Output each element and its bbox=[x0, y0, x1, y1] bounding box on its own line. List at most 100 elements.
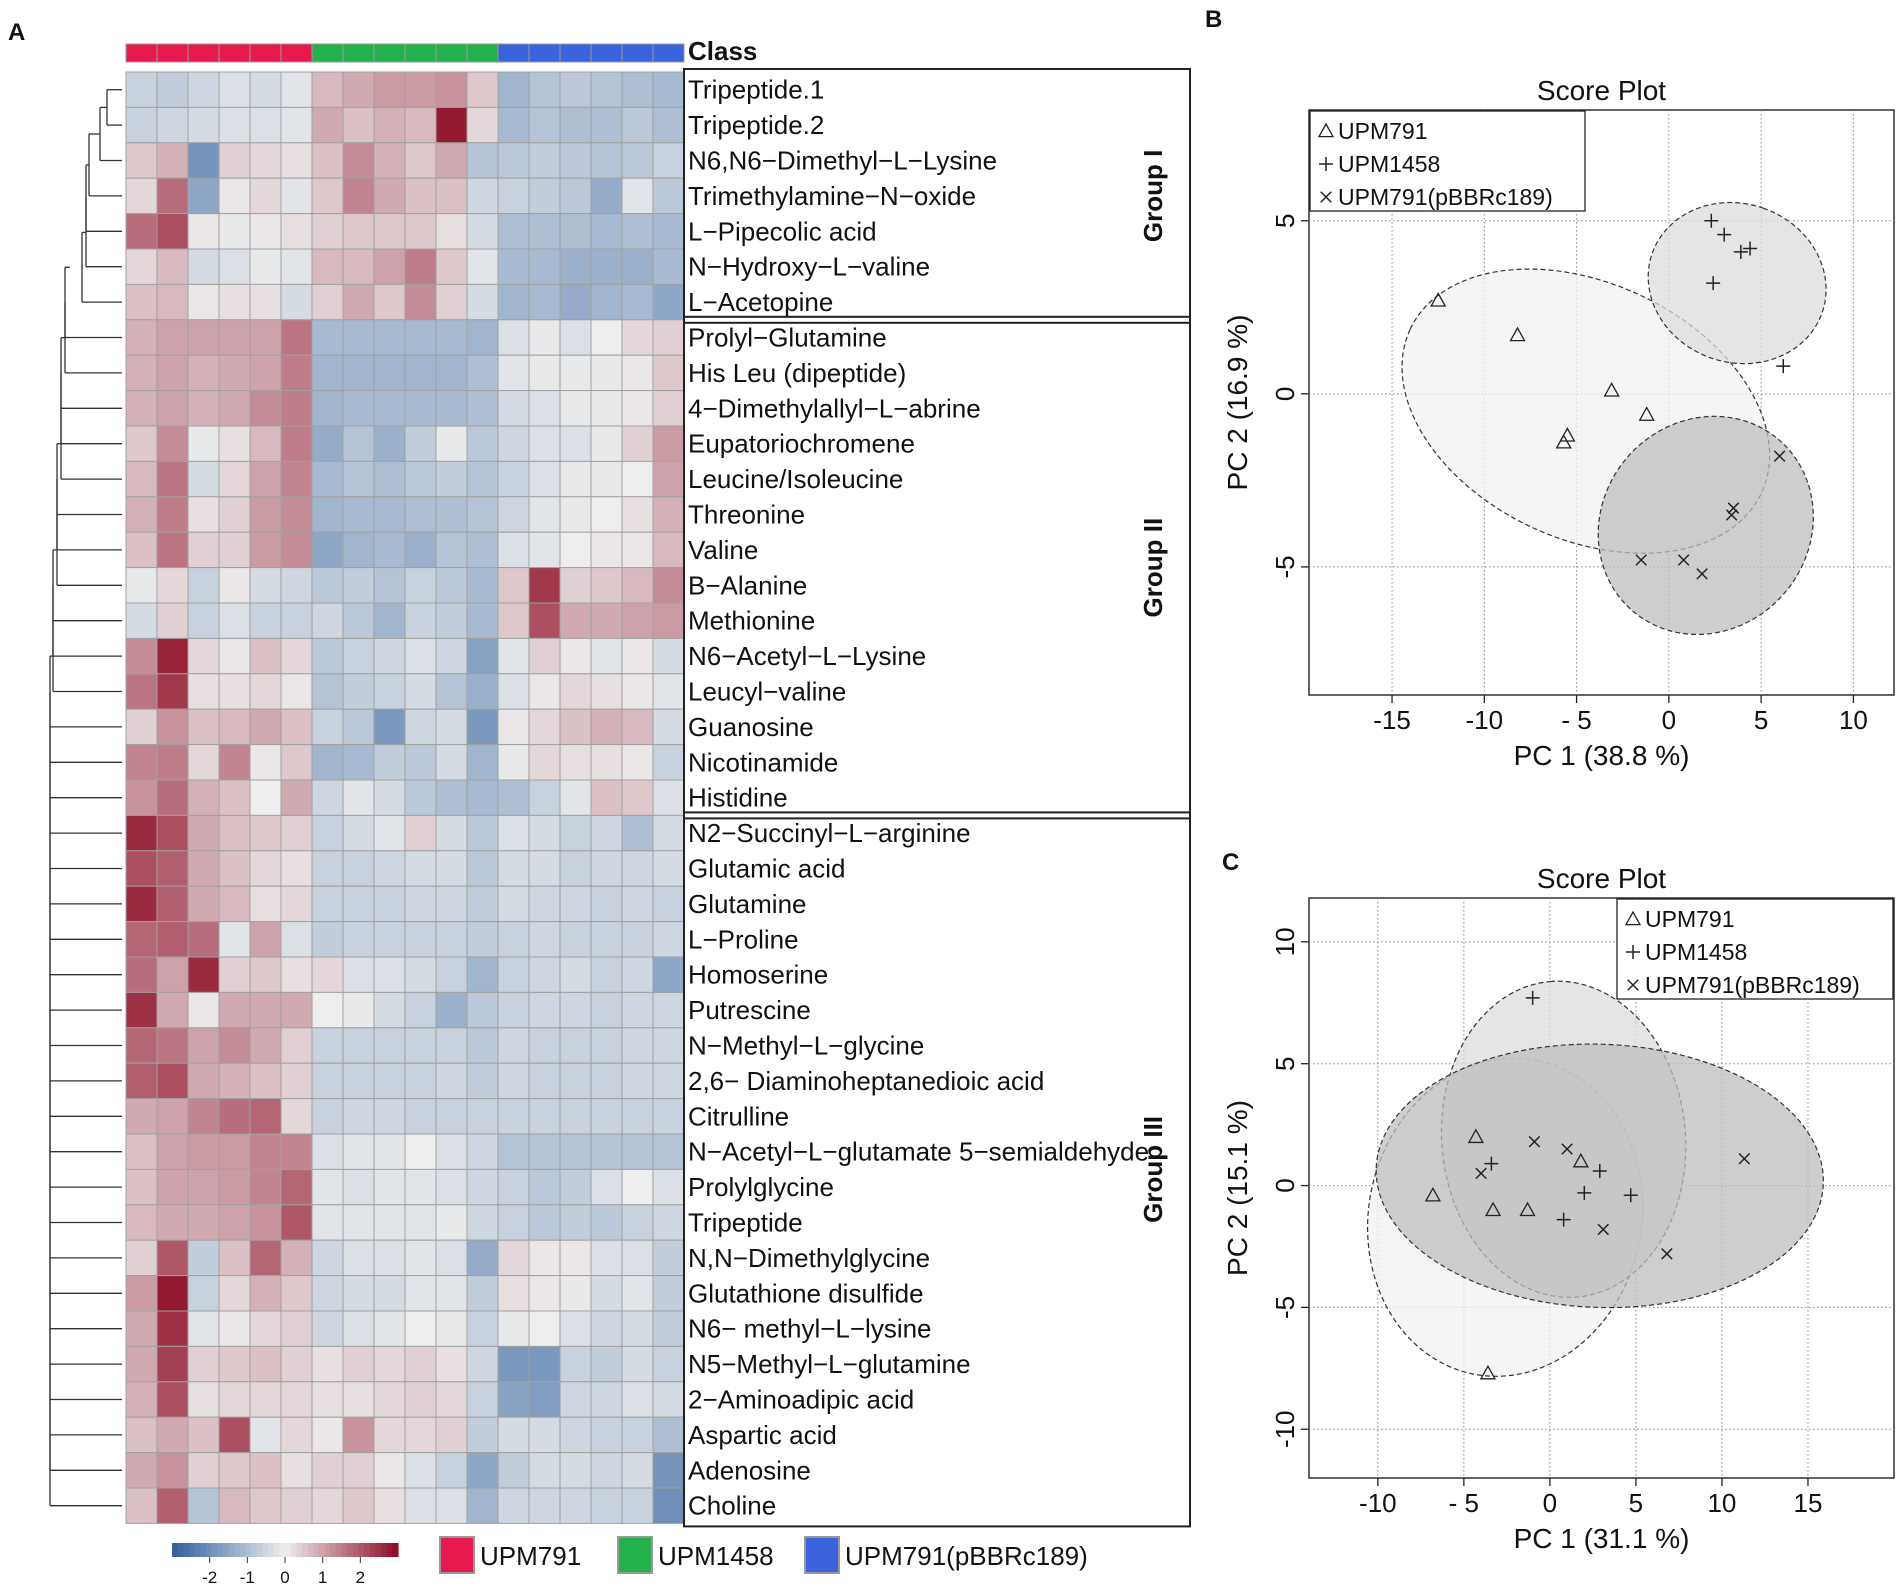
heatmap-cell bbox=[373, 956, 406, 993]
color-scale-step bbox=[222, 1543, 230, 1557]
heatmap-cell bbox=[590, 1133, 623, 1170]
heatmap-cell bbox=[466, 248, 499, 285]
heatmap-cell bbox=[342, 1133, 375, 1170]
heatmap-cell bbox=[497, 71, 530, 108]
heatmap-cell bbox=[559, 708, 592, 746]
heatmap-cell bbox=[156, 425, 189, 462]
heatmap-cell bbox=[187, 319, 220, 356]
heatmap-cell bbox=[404, 1133, 437, 1170]
group-box bbox=[683, 315, 1191, 820]
heatmap-cell bbox=[156, 71, 189, 108]
heatmap-cell bbox=[311, 177, 344, 215]
triangle-marker bbox=[1317, 122, 1335, 138]
heatmap-cell bbox=[218, 991, 251, 1029]
heatmap-cell bbox=[187, 602, 220, 639]
heatmap-cell bbox=[466, 1381, 499, 1418]
heatmap-cell bbox=[466, 496, 499, 533]
heatmap-cell bbox=[187, 1133, 220, 1170]
heatmap-cell bbox=[590, 567, 623, 604]
row-label: N−Hydroxy−L−valine bbox=[688, 252, 930, 282]
cross-marker bbox=[1597, 1223, 1610, 1236]
heatmap-cell bbox=[528, 1452, 561, 1489]
heatmap-cell bbox=[590, 1098, 623, 1135]
heatmap-cell bbox=[311, 460, 344, 498]
heatmap-cell bbox=[218, 1452, 251, 1489]
heatmap-cell bbox=[125, 673, 158, 710]
heatmap-cell bbox=[342, 637, 375, 675]
heatmap-cell bbox=[435, 283, 468, 321]
heatmap-cell bbox=[466, 1168, 499, 1206]
heatmap-cell bbox=[373, 531, 406, 569]
heatmap-cell bbox=[404, 106, 437, 144]
heatmap-cell bbox=[559, 1275, 592, 1312]
heatmap-cell bbox=[280, 567, 313, 604]
row-label: Tripeptide bbox=[688, 1208, 803, 1238]
heatmap-cell bbox=[652, 814, 685, 852]
heatmap-cell bbox=[559, 460, 592, 498]
heatmap-cell bbox=[187, 1345, 220, 1383]
heatmap-cell bbox=[280, 1381, 313, 1418]
heatmap-cell bbox=[373, 1381, 406, 1418]
heatmap-cell bbox=[559, 71, 592, 108]
heatmap-cell bbox=[435, 531, 468, 569]
heatmap-cell bbox=[156, 460, 189, 498]
score-plot-c: -10 - 5 0 5 10 15 -10 -5 0 5 10 Score Plot PC 1 (31.… bbox=[1222, 863, 1895, 1554]
heatmap-cell bbox=[466, 850, 499, 887]
heatmap-cell bbox=[280, 283, 313, 321]
heatmap-cell bbox=[373, 1416, 406, 1454]
class-legend-swatch bbox=[439, 1536, 475, 1574]
x-axis-label: PC 1 (38.8 %) bbox=[1514, 740, 1690, 771]
heatmap-cell bbox=[404, 319, 437, 356]
heatmap-cell bbox=[280, 921, 313, 958]
heatmap-cell bbox=[125, 425, 158, 462]
heatmap-cell bbox=[156, 1275, 189, 1312]
triangle-marker bbox=[1484, 1201, 1502, 1217]
legend-label: UPM791 bbox=[1338, 118, 1427, 144]
x-axis-label: PC 1 (31.1 %) bbox=[1514, 1523, 1690, 1554]
heatmap-cell bbox=[559, 1027, 592, 1064]
heatmap-cell bbox=[249, 708, 282, 746]
heatmap-cell bbox=[528, 567, 561, 604]
heatmap-cell bbox=[373, 637, 406, 675]
heatmap-cell bbox=[528, 708, 561, 746]
heatmap-cell bbox=[373, 1310, 406, 1347]
heatmap-cell bbox=[466, 1239, 499, 1277]
heatmap-cell bbox=[156, 1062, 189, 1100]
heatmap-cell bbox=[528, 1275, 561, 1312]
heatmap-cell bbox=[311, 673, 344, 710]
heatmap-cell bbox=[528, 744, 561, 781]
heatmap-cell bbox=[156, 531, 189, 569]
heatmap-cell bbox=[404, 708, 437, 746]
heatmap-cell bbox=[435, 885, 468, 923]
heatmap-cell bbox=[218, 1345, 251, 1383]
heatmap-cell bbox=[249, 1204, 282, 1241]
heatmap-cell bbox=[435, 991, 468, 1029]
heatmap-cell bbox=[497, 1204, 530, 1241]
heatmap-cell bbox=[280, 1168, 313, 1206]
heatmap-cell bbox=[621, 142, 654, 179]
heatmap-cell bbox=[311, 390, 344, 427]
cross-marker bbox=[1320, 191, 1332, 203]
heatmap-cell bbox=[156, 496, 189, 533]
heatmap-cell bbox=[404, 1416, 437, 1454]
heatmap-cell bbox=[435, 142, 468, 179]
heatmap-cell bbox=[249, 425, 282, 462]
heatmap-cell bbox=[435, 850, 468, 887]
heatmap-cell bbox=[435, 1133, 468, 1170]
heatmap-cell bbox=[404, 71, 437, 108]
heatmap-cell bbox=[435, 177, 468, 215]
heatmap-cell bbox=[373, 1345, 406, 1383]
heatmap-cell bbox=[311, 1027, 344, 1064]
x-tick-label: - 5 bbox=[1561, 705, 1591, 735]
heatmap-cell bbox=[156, 1239, 189, 1277]
heatmap-cell bbox=[435, 1381, 468, 1418]
heatmap-cell bbox=[218, 1487, 251, 1524]
color-scale-step bbox=[279, 1543, 286, 1557]
heatmap-cell bbox=[187, 991, 220, 1029]
heatmap-cell bbox=[652, 779, 685, 816]
heatmap-cell bbox=[590, 921, 623, 958]
heatmap-cell bbox=[652, 425, 685, 462]
color-scale-step bbox=[256, 1543, 263, 1557]
heatmap-cell bbox=[373, 1204, 406, 1241]
heatmap-cell bbox=[559, 779, 592, 816]
